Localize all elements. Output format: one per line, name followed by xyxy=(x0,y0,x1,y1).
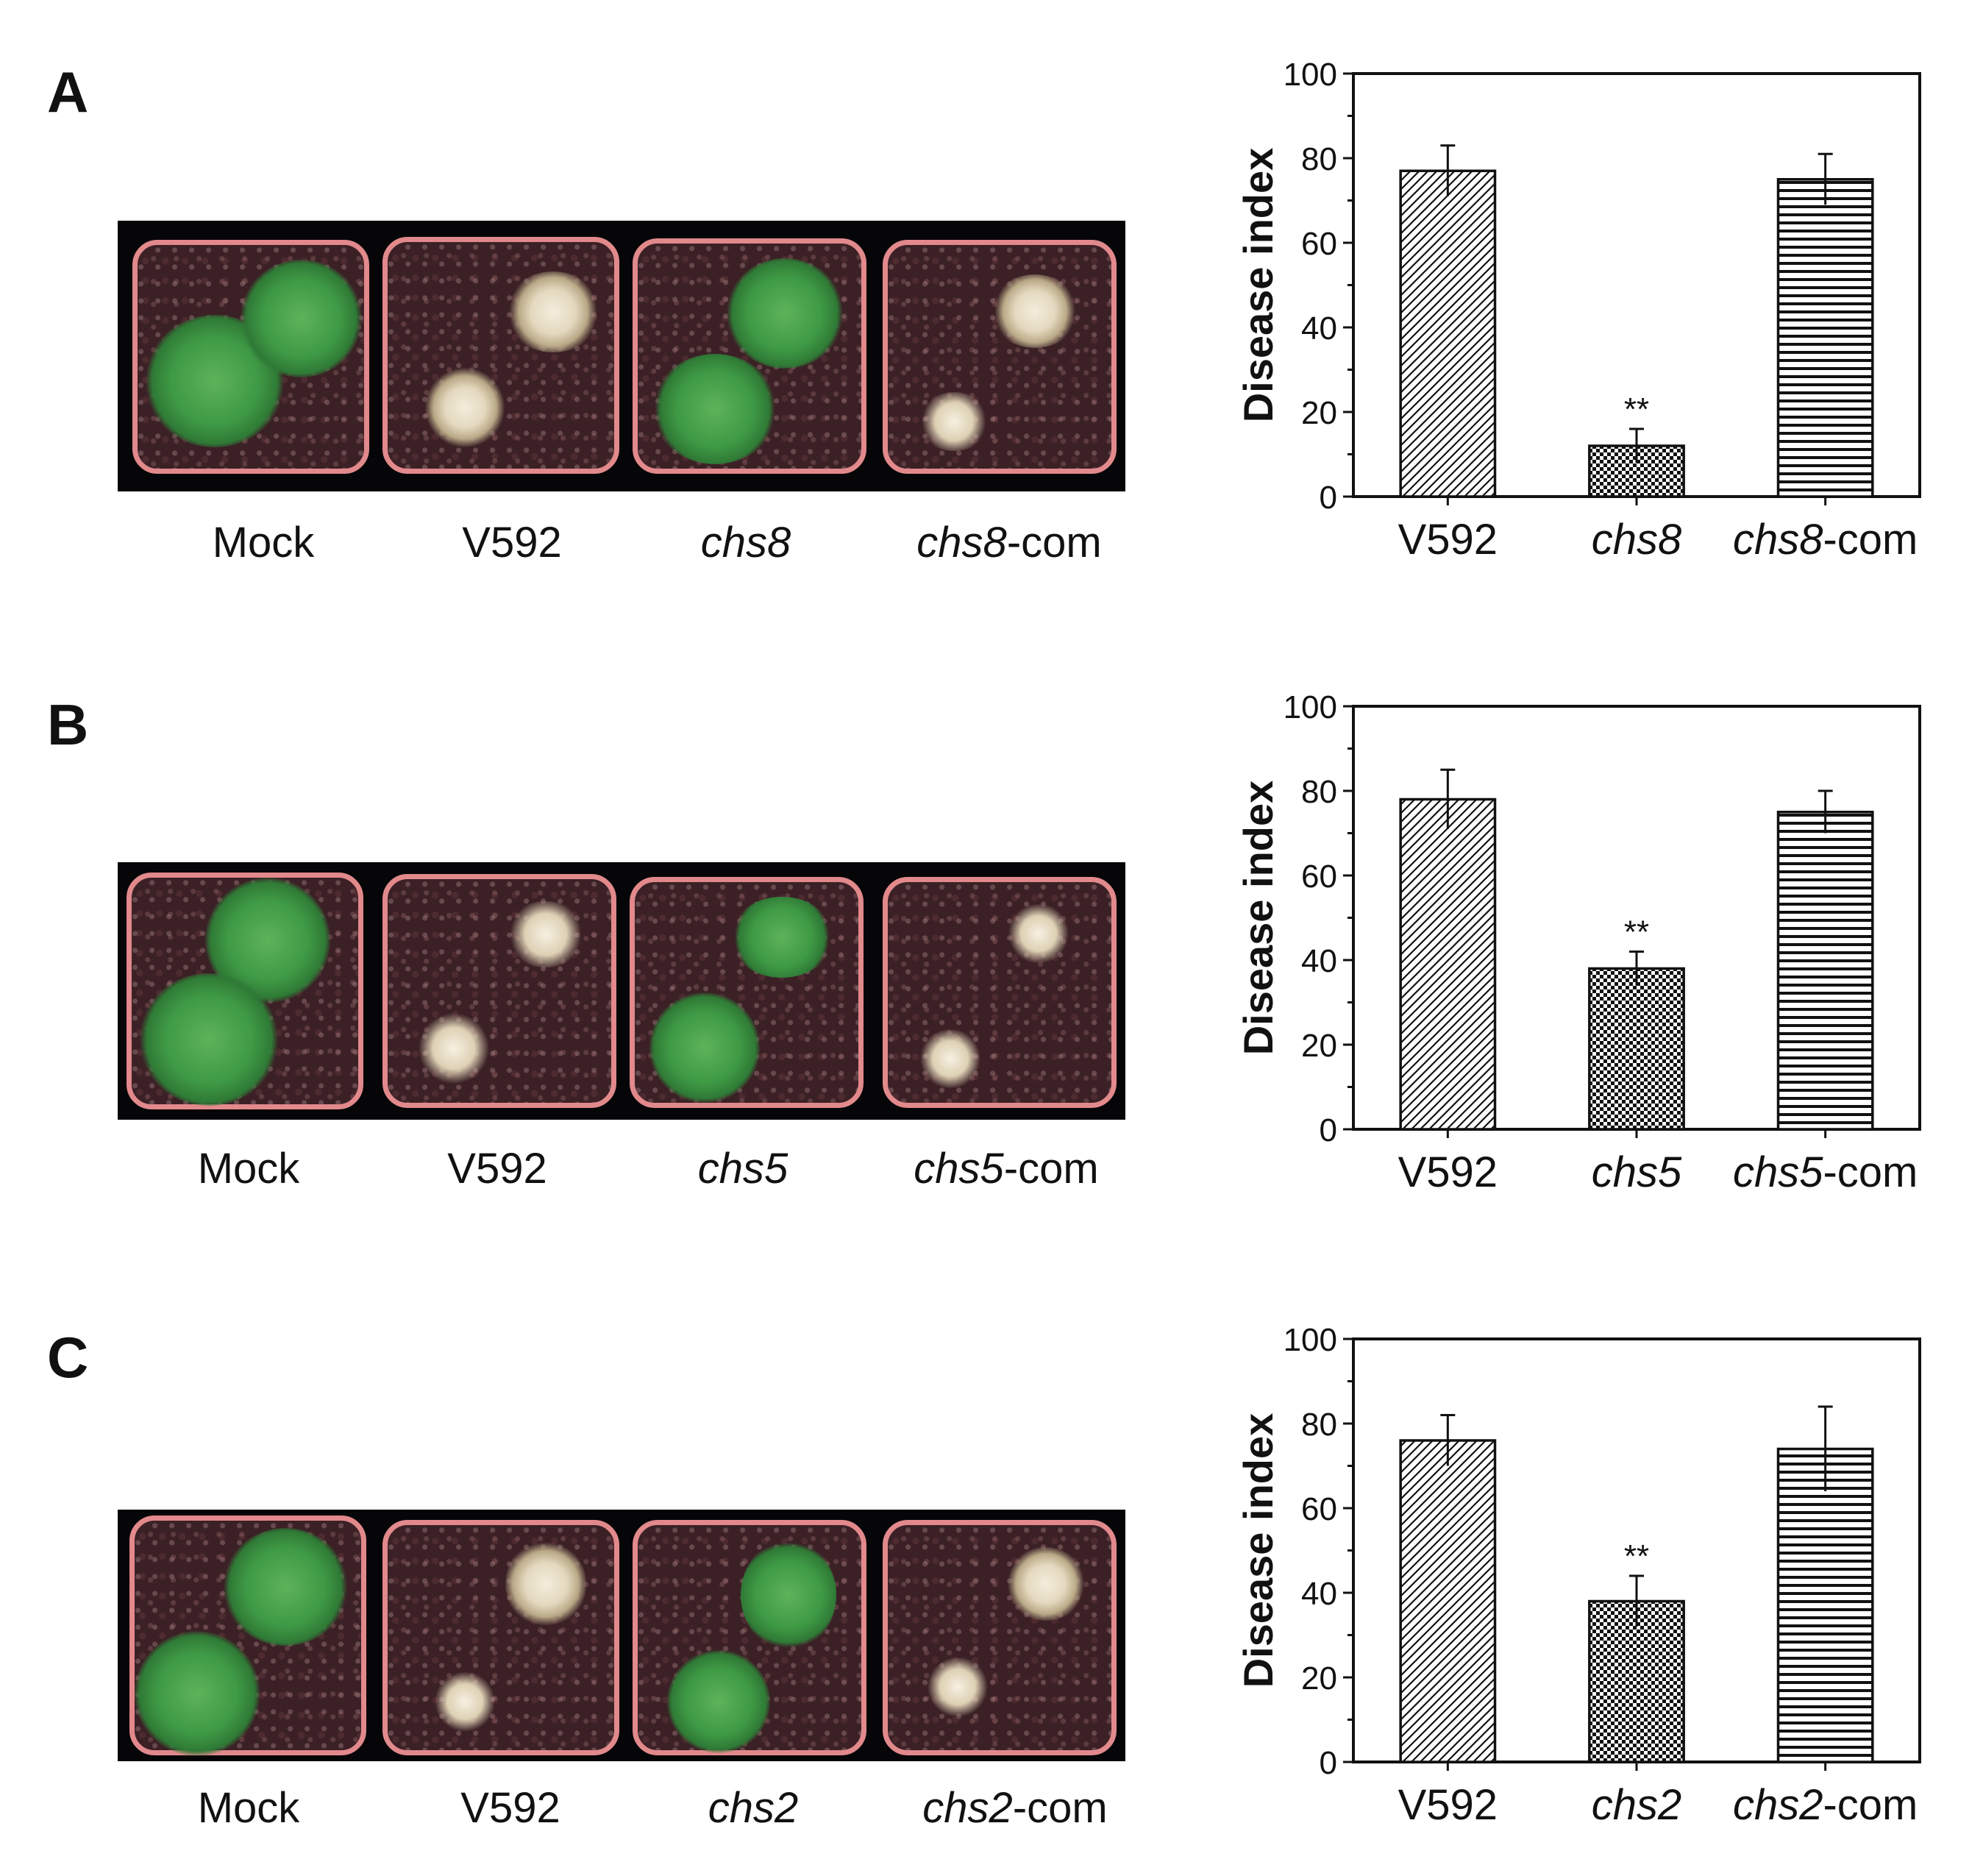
x-tick-label: V592 xyxy=(1398,1148,1498,1196)
y-tick-label: 60 xyxy=(1301,1491,1337,1527)
y-tick-label: 20 xyxy=(1301,1028,1337,1064)
y-tick-label: 100 xyxy=(1284,1322,1337,1358)
y-tick-label: 0 xyxy=(1320,1112,1337,1148)
pot-mock xyxy=(129,1516,366,1756)
pot-v592 xyxy=(382,1520,619,1755)
pot-mock xyxy=(127,873,363,1109)
panel-letter-b: B xyxy=(47,692,89,757)
y-axis-label: Disease index xyxy=(1235,1413,1281,1688)
photo-label-mutant: chs8 xyxy=(700,519,791,566)
y-tick-label: 40 xyxy=(1301,943,1337,979)
x-tick-label: chs8 xyxy=(1592,516,1682,564)
bar xyxy=(1776,178,1874,498)
pot-mutant xyxy=(633,238,866,474)
pot-mutant xyxy=(630,877,864,1108)
photo-label-mock: Mock xyxy=(212,519,315,566)
bar-chart-b: 0 20 40 60 80 100 Disease index V592 ** chs5 chs5-… xyxy=(1235,689,1921,1196)
y-tick-label: 60 xyxy=(1301,226,1337,262)
x-tick-label: chs2-com xyxy=(1733,1781,1918,1829)
significance-marker: ** xyxy=(1624,391,1649,427)
plant-photo-c xyxy=(118,1510,1125,1761)
bar xyxy=(1776,1447,1874,1763)
pot-complemented xyxy=(883,877,1117,1108)
x-tick-label: chs2 xyxy=(1592,1781,1682,1829)
y-tick-label: 60 xyxy=(1301,859,1337,895)
photo-label-v592: V592 xyxy=(460,1784,560,1832)
y-tick-label: 100 xyxy=(1284,57,1337,93)
bar xyxy=(1776,811,1874,1131)
y-tick-label: 100 xyxy=(1284,689,1337,725)
bar xyxy=(1588,444,1685,498)
plant-photo-b xyxy=(118,862,1125,1120)
x-tick-label: V592 xyxy=(1398,516,1498,564)
photo-label-complemented: chs8-com xyxy=(916,519,1102,566)
pot-complemented xyxy=(883,240,1117,474)
pot-v592 xyxy=(382,874,616,1108)
photo-label-mock: Mock xyxy=(197,1145,300,1193)
bar xyxy=(1588,1599,1685,1763)
pot-complemented xyxy=(883,1520,1117,1755)
y-tick-label: 80 xyxy=(1301,1407,1337,1443)
y-tick-label: 40 xyxy=(1301,310,1337,347)
photo-label-mock: Mock xyxy=(197,1784,300,1832)
y-tick-label: 80 xyxy=(1301,774,1337,810)
bar xyxy=(1399,1439,1497,1763)
photo-label-v592: V592 xyxy=(447,1145,547,1193)
photo-label-v592: V592 xyxy=(462,519,562,566)
bar xyxy=(1399,797,1497,1131)
panel-letter-a: A xyxy=(47,60,89,124)
y-tick-label: 40 xyxy=(1301,1576,1337,1612)
y-axis-label: Disease index xyxy=(1235,781,1281,1056)
significance-marker: ** xyxy=(1624,914,1649,951)
y-tick-label: 20 xyxy=(1301,1660,1337,1696)
photo-label-complemented: chs5-com xyxy=(914,1145,1099,1193)
y-tick-label: 0 xyxy=(1320,480,1337,516)
y-axis-label: Disease index xyxy=(1235,148,1281,423)
bar xyxy=(1588,967,1685,1131)
pot-mock xyxy=(132,240,369,474)
x-tick-label: V592 xyxy=(1398,1781,1498,1829)
y-tick-label: 0 xyxy=(1320,1745,1337,1781)
x-tick-label: chs5 xyxy=(1592,1148,1682,1196)
photo-label-mutant: chs5 xyxy=(697,1145,788,1193)
pot-mutant xyxy=(633,1520,866,1755)
bar-chart-a: 0 20 40 60 80 100 Disease index V592 ** chs8 chs8-… xyxy=(1235,57,1921,564)
pot-v592 xyxy=(382,237,619,474)
y-tick-label: 20 xyxy=(1301,395,1337,431)
bar xyxy=(1399,169,1497,498)
panel-letter-c: C xyxy=(47,1325,89,1390)
photo-label-mutant: chs2 xyxy=(708,1784,799,1832)
y-tick-label: 80 xyxy=(1301,141,1337,177)
x-tick-label: chs5-com xyxy=(1733,1148,1918,1196)
bar-chart-c: 0 20 40 60 80 100 Disease index V592 ** chs2 chs2-… xyxy=(1235,1322,1921,1829)
significance-marker: ** xyxy=(1624,1538,1649,1574)
x-tick-label: chs8-com xyxy=(1733,516,1918,564)
plant-photo-a xyxy=(118,221,1125,491)
photo-label-complemented: chs2-com xyxy=(922,1784,1108,1832)
